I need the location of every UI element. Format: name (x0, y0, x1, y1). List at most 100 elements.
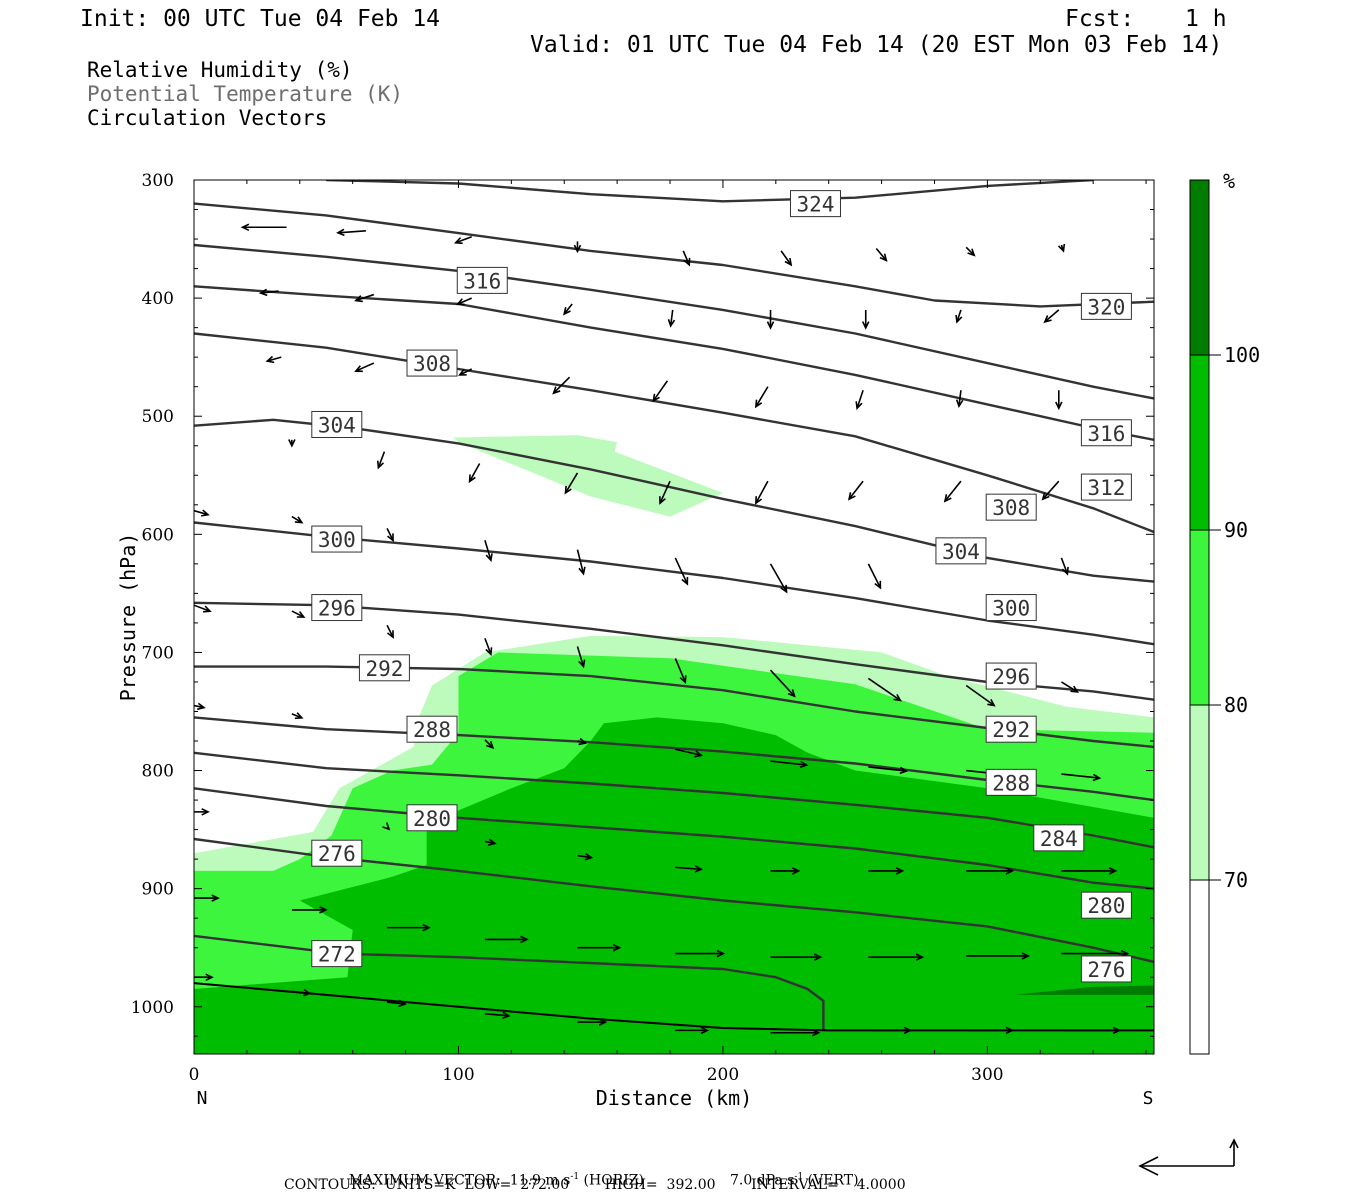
theta-label-box (1080, 473, 1132, 501)
theta-label-box (311, 525, 363, 553)
theta-label-box (935, 537, 987, 565)
vector-shaft (267, 356, 282, 362)
vector-head (987, 698, 996, 707)
theta-label: 324 (789, 190, 841, 218)
theta-label-text: 292 (992, 718, 1030, 742)
x-tick-label: 200 (707, 1065, 739, 1085)
theta-contour-272 (194, 934, 825, 1031)
theta-label-box (406, 349, 458, 377)
circulation-vector (291, 610, 306, 618)
vector-head (766, 321, 775, 330)
vector-shaft (355, 293, 375, 302)
theta-label: 276 (311, 839, 363, 867)
circulation-vector (576, 646, 586, 669)
theta-label-text: 308 (992, 496, 1030, 520)
circulation-vector (291, 906, 328, 914)
vector-head (520, 935, 529, 944)
theta-contour-296 (194, 601, 1154, 701)
circulation-vector (484, 935, 529, 944)
vector-shaft (577, 854, 592, 859)
theta-label-text: 280 (1087, 894, 1125, 918)
circulation-vector (484, 1011, 511, 1020)
circulation-vector (288, 439, 296, 448)
circulation-vector (194, 894, 220, 902)
circulation-vector (291, 515, 304, 524)
surface-pressure-line (194, 982, 1154, 1032)
vector-head (1057, 243, 1066, 253)
vector-head (659, 496, 666, 505)
vector-head (294, 516, 304, 524)
circulation-vector (376, 451, 386, 470)
vector-shaft (875, 247, 887, 262)
vector-head (211, 894, 220, 902)
max-vector-horiz-value: MAXIMUM VECTOR: 11.9 m s (348, 1172, 571, 1189)
vector-head (564, 485, 572, 495)
vector-shaft (674, 557, 689, 585)
theta-label-box (311, 410, 363, 438)
vector-head (652, 393, 660, 403)
vector-shaft (260, 290, 279, 294)
theta-label: 308 (406, 349, 458, 377)
vector-head (855, 401, 863, 410)
circulation-vector (675, 748, 704, 758)
theta-label-box (311, 940, 363, 968)
y-tick-label: 800 (142, 762, 174, 782)
vector-head (683, 257, 691, 267)
vector-head (296, 611, 306, 618)
theta-label-box (1080, 955, 1132, 983)
theta-label-text: 272 (318, 943, 356, 967)
vector-shaft (291, 610, 305, 618)
vector-shaft (770, 760, 807, 766)
vector-shaft (194, 509, 209, 516)
circulation-vector (455, 297, 473, 306)
vector-shaft (867, 677, 901, 702)
theta-label-text: 288 (992, 771, 1030, 795)
circulation-vector (468, 463, 481, 484)
theta-label: 292 (985, 715, 1037, 743)
circulation-vector (1060, 557, 1069, 576)
vector-head (578, 566, 586, 576)
circulation-vector (387, 923, 431, 932)
vector-shaft (355, 362, 375, 372)
y-tick-label: 300 (142, 171, 174, 191)
vector-shaft (377, 451, 386, 468)
theta-label: 304 (935, 537, 987, 565)
theta-label-text: 300 (318, 528, 356, 552)
vector-head (811, 1028, 821, 1037)
max-vector-vert-tag: (VERT) (803, 1172, 859, 1189)
vector-head (485, 553, 493, 562)
vector-shaft (576, 549, 585, 574)
circulation-vector (1055, 390, 1063, 411)
theta-contour-324 (326, 180, 1094, 203)
theta-label-text: 320 (1087, 295, 1125, 319)
vector-shaft (1061, 681, 1078, 693)
circulation-vector (875, 247, 888, 262)
theta-contour-280 (194, 787, 1154, 890)
circulation-vector (484, 739, 495, 750)
unit-exponent: -1 (794, 1172, 804, 1182)
vector-head (422, 923, 431, 932)
circulation-vector (770, 867, 801, 875)
vector-shaft (755, 480, 769, 504)
vector-shaft (652, 380, 669, 402)
vector-shaft (576, 646, 585, 667)
theta-label-box (358, 654, 410, 682)
vector-head (468, 474, 476, 484)
theta-contour-288 (194, 716, 1154, 802)
vector-head (893, 693, 902, 702)
circulation-vector (552, 376, 571, 395)
vector-shaft (675, 748, 702, 757)
vector-head (205, 973, 214, 981)
vector-head (453, 237, 463, 245)
vector-head (294, 712, 304, 720)
vector-shaft (944, 480, 962, 502)
vector-head (1070, 685, 1079, 693)
vector-shaft (780, 250, 792, 266)
theta-label-box (985, 715, 1037, 743)
circulation-vector (965, 684, 996, 707)
vector-head (487, 838, 497, 846)
circulation-vector (867, 563, 882, 590)
circulation-vector (780, 250, 793, 267)
vector-head (288, 439, 296, 448)
circulation-vector (755, 480, 769, 505)
